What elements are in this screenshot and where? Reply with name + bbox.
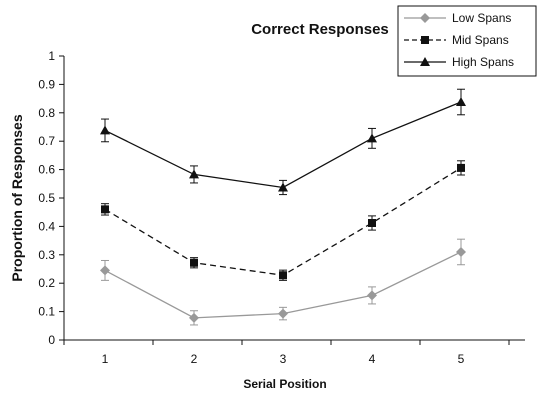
legend-swatch-marker: [420, 57, 430, 66]
data-point: [367, 290, 377, 301]
data-point: [100, 125, 110, 135]
y-tick-label: 0.4: [38, 219, 55, 233]
y-tick-label: 1: [48, 49, 55, 63]
x-tick-label: 1: [102, 352, 109, 366]
data-point: [456, 246, 466, 257]
x-tick-label: 4: [369, 352, 376, 366]
data-point: [190, 258, 198, 267]
series-low-spans: [100, 238, 466, 326]
y-tick-label: 0.1: [38, 305, 55, 319]
series-layer: [100, 88, 466, 326]
data-point: [279, 271, 287, 280]
legend-label: Low Spans: [452, 11, 511, 25]
legend-item: Low Spans: [404, 11, 511, 25]
legend-items: Low Spans Mid Spans High Spans: [404, 11, 514, 69]
x-axis-title: Serial Position: [243, 377, 326, 391]
x-axis-ticks: 1 2 3 4 5: [63, 340, 510, 366]
x-tick-label: 5: [458, 352, 465, 366]
data-point: [456, 97, 466, 107]
legend-item: High Spans: [404, 55, 514, 69]
y-tick-label: 0.9: [38, 77, 55, 91]
data-point: [189, 169, 199, 179]
y-tick-label: 0.7: [38, 134, 55, 148]
legend-item: Mid Spans: [404, 33, 509, 47]
y-tick-label: 0.6: [38, 163, 55, 177]
legend-swatch-marker: [420, 13, 430, 23]
series-high-spans: [100, 88, 466, 196]
y-tick-label: 0.8: [38, 106, 55, 120]
y-tick-label: 0.5: [38, 191, 55, 205]
data-point: [100, 265, 110, 276]
data-point: [101, 205, 109, 214]
legend: Low Spans Mid Spans High Spans: [397, 5, 537, 77]
data-point: [457, 163, 465, 172]
data-point: [367, 133, 377, 143]
data-point: [189, 312, 199, 323]
data-point: [278, 182, 288, 192]
legend-label: Mid Spans: [452, 33, 509, 47]
y-tick-label: 0: [48, 333, 55, 347]
legend-label: High Spans: [452, 55, 514, 69]
y-tick-label: 0.3: [38, 248, 55, 262]
legend-swatch-marker: [421, 36, 429, 44]
x-tick-label: 3: [280, 352, 287, 366]
x-tick-label: 2: [191, 352, 198, 366]
chart-title: Correct Responses: [251, 21, 389, 38]
data-point: [278, 308, 288, 319]
y-axis-ticks: 0 0.1 0.2 0.3 0.4 0.5 0.6 0.7 0.8 0.9 1: [38, 49, 64, 347]
data-point: [368, 218, 376, 227]
y-tick-label: 0.2: [38, 276, 55, 290]
y-axis-title: Proportion of Responses: [9, 114, 25, 281]
series-mid-spans: [101, 160, 465, 281]
series-line: [104, 101, 462, 189]
